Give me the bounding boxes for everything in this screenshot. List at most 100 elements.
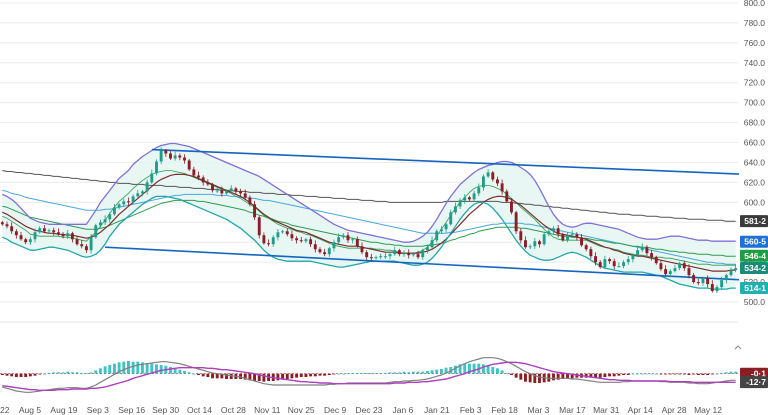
- candle: [608, 257, 611, 264]
- macd-histogram-bar: [729, 371, 733, 374]
- trend-channel: [105, 148, 768, 283]
- candle: [673, 264, 677, 273]
- candle-body: [538, 241, 541, 245]
- macd-histogram-bar: [556, 373, 560, 380]
- macd-histogram-bar: [533, 373, 537, 383]
- candle-body: [61, 234, 65, 237]
- candle: [510, 198, 513, 215]
- macd-histogram-bar: [383, 373, 387, 374]
- candle: [313, 240, 317, 253]
- price-tick-label: 800.0: [744, 0, 766, 8]
- candle-body: [337, 237, 341, 243]
- candle: [169, 150, 172, 160]
- candle: [327, 246, 331, 257]
- candle-body: [715, 287, 719, 292]
- candle: [192, 166, 196, 178]
- candle-body: [692, 275, 696, 283]
- macd-histogram-bar: [309, 373, 313, 377]
- candle-body: [365, 252, 369, 258]
- candle: [556, 224, 560, 238]
- candle: [696, 278, 700, 286]
- candle-body: [159, 150, 163, 162]
- lower-band-line: [2, 195, 736, 290]
- candle-body: [547, 231, 551, 235]
- macd-histogram-bar: [514, 373, 518, 378]
- candle: [290, 230, 294, 241]
- macd-histogram-bar: [622, 373, 626, 375]
- candle: [724, 273, 728, 284]
- candle-body: [309, 239, 313, 245]
- candle: [463, 194, 467, 204]
- candle: [276, 228, 280, 241]
- candle-body: [262, 235, 266, 244]
- candle-body: [234, 188, 238, 192]
- chevron-up-icon[interactable]: [734, 345, 742, 350]
- candle: [122, 198, 126, 208]
- candle-body: [374, 257, 378, 259]
- candle-body: [594, 256, 597, 263]
- candle: [500, 179, 504, 195]
- macd-histogram-bar: [281, 373, 285, 380]
- candle-body: [80, 244, 84, 247]
- candle-body: [98, 222, 102, 226]
- macd-histogram-bar: [253, 373, 257, 381]
- candle-body: [449, 212, 453, 225]
- candle-body: [678, 263, 682, 269]
- macd-histogram-bar: [589, 373, 593, 378]
- signal-value-badge: -12·7: [740, 376, 768, 389]
- candle-body: [211, 184, 214, 191]
- macd-histogram-bar: [313, 373, 317, 377]
- macd-histogram-bar: [327, 373, 331, 375]
- macd-histogram-bar: [351, 373, 355, 374]
- candle-body: [603, 259, 607, 268]
- macd-histogram-bar: [369, 373, 373, 374]
- candle: [337, 233, 341, 244]
- macd-histogram-bar: [505, 373, 509, 374]
- time-tick-label: 22: [0, 405, 10, 415]
- macd-histogram-bar: [38, 373, 42, 375]
- macd-histogram-bar: [220, 373, 224, 379]
- channel-upper-line: [151, 148, 768, 177]
- macd-histogram-bar: [603, 373, 607, 377]
- candle: [351, 237, 355, 244]
- candle-body: [257, 217, 261, 236]
- time-tick-label: Aug 5: [19, 405, 41, 415]
- band-fill: [2, 143, 736, 290]
- candle: [538, 239, 541, 248]
- macd-histogram-bar: [594, 373, 597, 378]
- candle: [262, 232, 266, 245]
- candle-body: [505, 191, 509, 202]
- macd-histogram-bar: [178, 369, 182, 374]
- candle: [505, 189, 509, 203]
- candle-body: [388, 254, 392, 257]
- candle: [239, 188, 242, 197]
- macd-histogram-bar: [407, 372, 411, 374]
- candle: [243, 189, 247, 199]
- upper-band-line: [2, 142, 736, 243]
- candle: [24, 237, 28, 245]
- candle: [141, 189, 144, 197]
- macd-histogram-bar: [80, 373, 84, 374]
- candle-body: [561, 234, 565, 241]
- candle: [346, 231, 350, 243]
- macd-histogram-bar: [290, 373, 294, 379]
- macd-histogram-bar: [612, 373, 616, 377]
- macd-histogram-bar: [257, 373, 261, 381]
- macd-histogram-bar: [552, 373, 555, 381]
- signal-value-badge-label: -12·7: [746, 377, 766, 387]
- candle-body: [178, 155, 182, 158]
- candle: [98, 219, 102, 228]
- candle-body: [75, 239, 79, 245]
- macd-histogram-bar: [608, 373, 611, 377]
- macd-histogram-bar: [346, 373, 350, 374]
- macd-histogram-bar: [239, 373, 242, 379]
- candle-body: [416, 254, 420, 258]
- candle: [533, 237, 537, 249]
- candle-body: [411, 254, 415, 256]
- candle: [603, 255, 607, 270]
- macd-histogram-bar: [211, 373, 214, 379]
- candle-body: [346, 235, 350, 241]
- macd-histogram-bar: [664, 373, 668, 375]
- macd-histogram-bar: [374, 373, 378, 374]
- macd-histogram-bar: [500, 370, 504, 374]
